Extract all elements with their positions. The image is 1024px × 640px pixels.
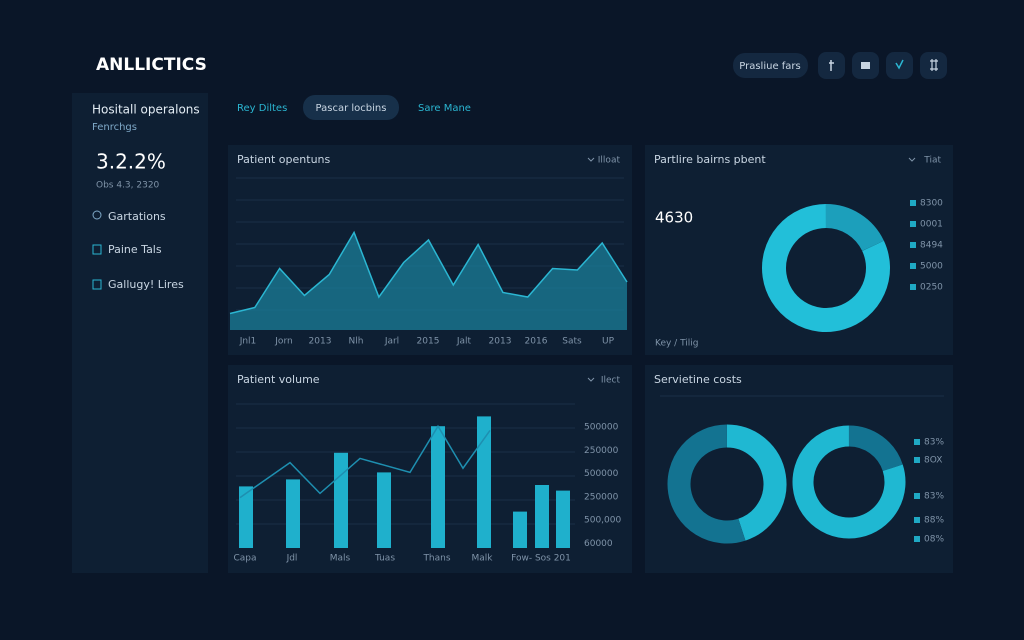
x-label: Fow- Sos 201 [511,554,571,564]
x-label: Jnl1 [239,337,257,347]
tab[interactable]: Sare Mane [418,103,471,114]
y-label: 60000 [584,539,613,549]
icon [930,59,938,71]
x-label: Thans [422,554,450,564]
bar [286,479,300,548]
legend-swatch [914,536,920,542]
legend-label: 8OX [924,456,942,466]
panel-footer: Key / Tilig [655,339,699,349]
x-label: Nlh [349,337,364,347]
x-label: Jarl [384,337,399,347]
menu-item[interactable]: Paine Tals [108,243,162,256]
menu-icon [92,210,102,220]
donut-segment [825,204,884,252]
donut-segment [762,204,890,332]
y-label: 500000 [584,423,619,433]
bar [556,490,570,548]
area [230,232,627,330]
menu-icon [92,244,102,255]
legend-swatch [910,263,916,269]
x-label: Tuas [374,554,395,564]
x-label: Jalt [456,337,472,347]
tab-active-bg[interactable] [303,95,399,120]
legend-swatch [910,200,916,206]
legend-swatch [910,242,916,248]
donut-segment [726,424,787,541]
sidebar-title: Hositall operalons [92,103,200,117]
line [239,424,491,499]
x-label: Mals [330,554,351,564]
header-button[interactable] [733,53,808,78]
menu-icon [92,279,102,290]
chevron [587,157,595,162]
app-title: ANLLICTICS [96,55,207,75]
panel-control: Ilect [601,376,621,386]
x-label: 2015 [417,337,440,347]
header-button-label[interactable]: Prasliue fars [739,61,801,72]
legend-swatch [914,493,920,499]
x-label: 2016 [525,337,548,347]
icon [861,62,870,69]
icon [895,59,904,70]
legend-swatch [914,457,920,463]
donut-segment [667,424,746,544]
sidebar [72,93,208,573]
legend-label: 8494 [920,241,943,251]
legend-swatch [910,221,916,227]
x-label: Capa [233,554,256,564]
donut-segment [792,425,906,539]
metric: 3.2.2% [96,150,166,174]
x-label: Jorn [274,337,292,347]
sidebar-subtitle: Fenrchgs [92,122,137,133]
metric-note: Obs 4.3, 2320 [96,181,160,191]
legend-label: 83% [924,438,944,448]
menu-item[interactable]: Gallugy! Lires [108,278,184,291]
bar [239,486,253,548]
y-label: 500,000 [584,516,621,526]
panel-title: Patient volume [237,373,320,386]
panel-value: 4630 [655,209,693,227]
y-label: 500000 [584,469,619,479]
area-line [229,230,628,315]
bar [431,426,445,548]
tab[interactable]: Pascar locbins [316,103,387,114]
panel-title: Patient opentuns [237,153,331,166]
legend-label: 83% [924,492,944,502]
panel-control: Tiat [923,156,941,166]
chevron [587,377,595,382]
legend-swatch [914,517,920,523]
legend-swatch [910,284,916,290]
panel-title: Servietine costs [654,373,742,386]
bar [535,485,549,548]
legend-label: 0001 [920,220,943,230]
menu-item[interactable]: Gartations [108,210,166,223]
x-label: 2013 [309,337,332,347]
bar [377,472,391,548]
chevron [908,157,916,162]
donut-segment [848,425,903,472]
bar [334,452,348,548]
legend-label: 5000 [920,262,943,272]
legend-label: 88% [924,516,944,526]
x-label: 2013 [489,337,512,347]
panel-control: Illoat [598,156,621,166]
y-label: 250000 [584,446,619,456]
icon [829,60,834,71]
panel-title: Partlire bairns pbent [654,153,766,166]
icon-button[interactable] [920,52,947,79]
legend-label: 8300 [920,199,943,209]
y-label: 250000 [584,492,619,502]
legend-swatch [914,439,920,445]
bar [477,416,491,548]
x-label: Sats [562,337,582,347]
x-label: Malk [472,554,494,564]
bar [513,511,527,548]
tab[interactable]: Rey Diltes [237,103,287,114]
legend-label: 0250 [920,283,943,293]
x-label: Jdl [286,554,298,564]
legend-label: 08% [924,535,944,545]
x-label: UP [602,337,615,347]
